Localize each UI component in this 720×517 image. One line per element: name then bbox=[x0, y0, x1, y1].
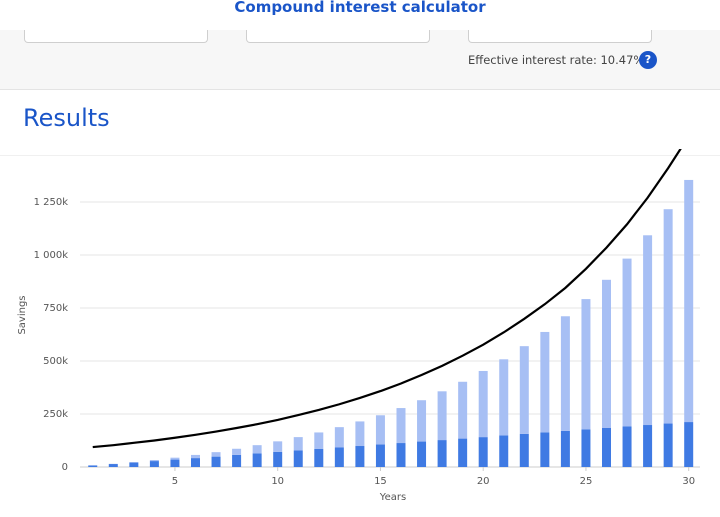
bar-segment bbox=[375, 444, 385, 467]
bar-segment bbox=[232, 454, 242, 467]
y-tick-label: 750k bbox=[43, 303, 68, 314]
x-tick-label: 5 bbox=[172, 476, 178, 487]
bar-segment bbox=[581, 299, 591, 430]
bar-segment bbox=[478, 370, 488, 438]
bar-segment bbox=[601, 279, 611, 428]
bar-segment bbox=[458, 438, 468, 467]
x-tick-label: 20 bbox=[477, 476, 490, 487]
x-tick-label: 25 bbox=[580, 476, 593, 487]
bar-segment bbox=[663, 423, 673, 467]
results-heading: Results bbox=[23, 104, 110, 132]
y-tick-label: 0 bbox=[62, 462, 68, 473]
bar-segment bbox=[396, 443, 406, 467]
bar-segment bbox=[375, 415, 385, 445]
input-field[interactable] bbox=[468, 30, 652, 43]
y-axis-label: Savings bbox=[17, 295, 28, 334]
bar-segment bbox=[211, 452, 221, 457]
bar-segment bbox=[252, 453, 262, 467]
bar-segment bbox=[437, 391, 447, 441]
bar-segment bbox=[519, 433, 529, 467]
bar-segment bbox=[458, 381, 468, 439]
bar-segment bbox=[273, 451, 283, 467]
bar-segment bbox=[355, 446, 365, 467]
bar-segment bbox=[170, 457, 180, 460]
bar-segment bbox=[622, 426, 632, 467]
y-tick-label: 1 250k bbox=[34, 197, 69, 208]
bar-segment bbox=[232, 448, 242, 455]
y-tick-label: 1 000k bbox=[34, 250, 69, 261]
bar-segment bbox=[149, 460, 159, 462]
bar-segment bbox=[643, 425, 653, 467]
bar-segment bbox=[88, 465, 98, 467]
bar-segment bbox=[560, 316, 570, 431]
bar-segment bbox=[601, 427, 611, 467]
bar-segment bbox=[643, 235, 653, 426]
input-field[interactable] bbox=[24, 30, 208, 43]
bar-segment bbox=[149, 461, 159, 467]
page-title: Compound interest calculator bbox=[234, 0, 486, 16]
bar-segment bbox=[396, 408, 406, 444]
y-tick-label: 500k bbox=[43, 356, 68, 367]
bar-segment bbox=[355, 421, 365, 447]
bar-segment bbox=[293, 450, 303, 467]
bar-segment bbox=[622, 258, 632, 427]
bar-segment bbox=[417, 400, 427, 442]
help-button[interactable]: ? bbox=[639, 51, 657, 69]
bar-segment bbox=[478, 437, 488, 467]
bar-segment bbox=[581, 429, 591, 467]
bar-segment bbox=[252, 445, 262, 454]
bar-segment bbox=[663, 209, 673, 424]
bar-segment bbox=[170, 459, 180, 467]
bar-segment bbox=[560, 430, 570, 467]
x-tick-label: 15 bbox=[374, 476, 387, 487]
bar-segment bbox=[499, 359, 509, 436]
bar-segment bbox=[519, 346, 529, 434]
x-tick-label: 30 bbox=[682, 476, 695, 487]
bar-segment bbox=[540, 331, 550, 433]
bar-segment bbox=[499, 435, 509, 467]
bar-segment bbox=[417, 441, 427, 467]
growth-line bbox=[92, 149, 682, 449]
bar-segment bbox=[540, 432, 550, 467]
bar-segment bbox=[293, 437, 303, 451]
bar-segment bbox=[684, 179, 694, 423]
bar-segment bbox=[314, 448, 324, 467]
bar-segment bbox=[334, 447, 344, 467]
effective-rate: Effective interest rate: 10.47% bbox=[468, 53, 645, 67]
bar-segment bbox=[211, 456, 221, 467]
y-tick-label: 250k bbox=[43, 409, 68, 420]
bar-segment bbox=[437, 440, 447, 467]
bar-segment bbox=[273, 441, 283, 452]
bar-segment bbox=[190, 454, 200, 459]
bar-segment bbox=[190, 458, 200, 467]
form-area: Effective interest rate: 10.47% ? bbox=[0, 30, 720, 90]
x-tick-label: 10 bbox=[271, 476, 284, 487]
bar-segment bbox=[334, 427, 344, 448]
input-field[interactable] bbox=[246, 30, 430, 43]
bar-segment bbox=[314, 432, 324, 449]
x-axis-label: Years bbox=[379, 492, 406, 503]
bar-segment bbox=[684, 422, 694, 467]
bar-segment bbox=[129, 462, 139, 467]
bar-segment bbox=[108, 464, 118, 467]
